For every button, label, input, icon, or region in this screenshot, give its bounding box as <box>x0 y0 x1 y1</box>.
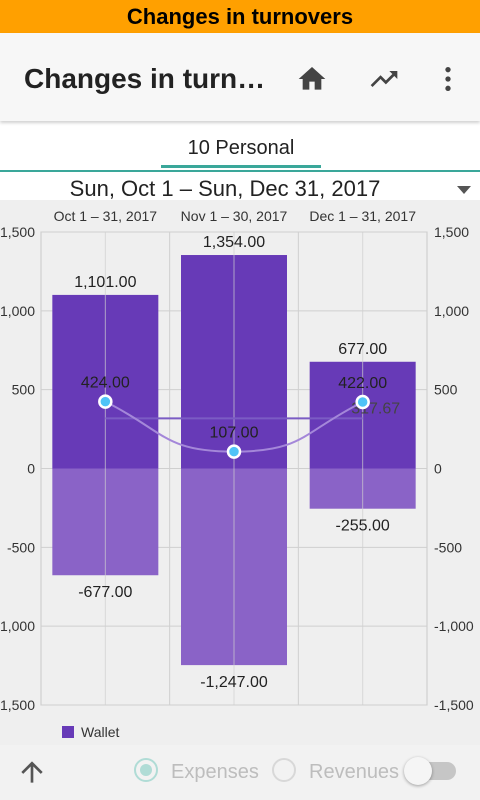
tab-bar: 10 Personal <box>0 130 480 172</box>
trending-up-icon <box>370 71 398 87</box>
revenues-label: Revenues <box>309 761 400 783</box>
net-series-point <box>355 394 370 410</box>
arrow-up-icon[interactable] <box>16 756 48 788</box>
x-category-label: Nov 1 – 30, 2017 <box>181 208 288 224</box>
bar-positive-label: 677.00 <box>338 341 387 358</box>
net-series-label: 424.00 <box>81 375 130 392</box>
date-range-selector[interactable]: Sun, Oct 1 – Sun, Dec 31, 2017 <box>0 172 480 204</box>
expenses-radio[interactable] <box>134 758 158 782</box>
y-tick-label-left: 1,500 <box>0 224 35 240</box>
y-tick-label-left: -1,500 <box>0 697 35 713</box>
y-tick-label-right: 500 <box>434 382 458 398</box>
date-range-label: Sun, Oct 1 – Sun, Dec 31, 2017 <box>69 176 381 201</box>
y-tick-label-right: -1,500 <box>434 697 474 713</box>
legend-swatch <box>62 726 74 738</box>
revenues-radio[interactable] <box>272 758 296 782</box>
y-tick-label-left: 0 <box>27 461 35 477</box>
x-category-label: Dec 1 – 31, 2017 <box>309 208 416 224</box>
bar-negative-label: -677.00 <box>78 584 132 601</box>
dropdown-arrow-icon <box>457 186 471 194</box>
y-tick-label-right: -500 <box>434 539 462 555</box>
expenses-label: Expenses <box>171 761 259 783</box>
home-icon <box>298 67 326 90</box>
turnover-chart[interactable]: -1,500 -1,500 -1,000 -1,000 -500 -500 0 0 500 500… <box>0 200 480 745</box>
y-tick-label-right: 0 <box>434 461 442 477</box>
net-series-point <box>226 444 242 459</box>
bar-negative-label: -255.00 <box>336 518 390 535</box>
home-button[interactable] <box>296 63 328 95</box>
y-tick-label-left: -500 <box>7 539 35 555</box>
app-bar: Changes in turn… <box>0 33 480 121</box>
toggle-switch-knob[interactable] <box>404 757 432 785</box>
y-tick-label-left: 500 <box>12 382 36 398</box>
y-tick-label-right: 1,500 <box>434 224 469 240</box>
net-series-point <box>98 394 113 409</box>
y-tick-label-left: 1,000 <box>0 303 35 319</box>
x-category-label: Oct 1 – 31, 2017 <box>54 208 158 224</box>
trend-button[interactable] <box>368 63 400 95</box>
net-series-label: 107.00 <box>210 425 259 442</box>
page-title: Changes in turn… <box>24 63 266 94</box>
bottom-bar: Expenses Revenues <box>0 745 480 800</box>
more-vertical-icon <box>445 67 451 91</box>
y-tick-label-right: 1,000 <box>434 303 469 319</box>
overflow-menu-button[interactable] <box>432 63 464 95</box>
app-banner: Changes in turnovers <box>0 0 480 33</box>
bar-positive-label: 1,354.00 <box>203 234 265 251</box>
net-series-label: 422.00 <box>338 375 387 392</box>
tab-personal[interactable]: 10 Personal <box>187 137 295 159</box>
chart-svg: -1,500 -1,500 -1,000 -1,000 -500 -500 0 0 500 500… <box>0 208 474 740</box>
tab-indicator <box>161 165 321 168</box>
y-tick-label-left: -1,000 <box>0 618 35 634</box>
bar-negative-label: -1,247.00 <box>200 674 268 691</box>
y-tick-label-right: -1,000 <box>434 618 474 634</box>
bar-positive-label: 1,101.00 <box>74 274 136 291</box>
legend-label: Wallet <box>81 724 119 740</box>
